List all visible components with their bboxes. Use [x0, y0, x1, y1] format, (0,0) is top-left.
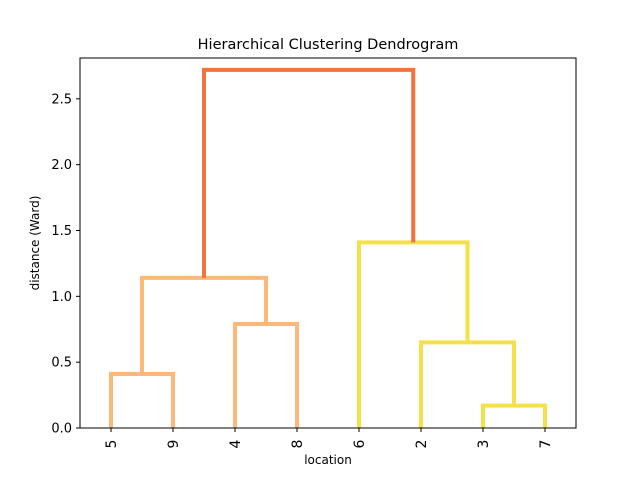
leaf-label-9: 9 — [166, 440, 182, 449]
merge-link-F — [357, 240, 470, 428]
y-tick-label: 2.5 — [51, 92, 72, 107]
leaf-label-7: 7 — [538, 440, 554, 449]
leaf-label-2: 2 — [414, 440, 430, 449]
y-tick-label: 0.0 — [51, 422, 72, 437]
merge-link-B — [233, 321, 299, 428]
merge-link-E — [419, 340, 516, 428]
leaf-label-6: 6 — [352, 439, 368, 448]
leaf-label-3: 3 — [476, 440, 492, 449]
merge-link-D — [481, 403, 547, 428]
chart-title: Hierarchical Clustering Dendrogram — [198, 37, 459, 53]
y-tick-label: 1.0 — [51, 290, 72, 305]
leaf-label-5: 5 — [104, 440, 120, 449]
y-tick-label: 0.5 — [51, 356, 72, 371]
y-axis-label: distance (Ward) — [28, 196, 42, 291]
leaf-label-4: 4 — [228, 439, 244, 448]
y-axis: 0.0 0.5 1.0 1.5 2.0 2.5 — [51, 92, 80, 437]
leaf-label-8: 8 — [290, 440, 306, 449]
x-axis-label: location — [304, 453, 352, 467]
plot-area-frame — [79, 57, 577, 429]
x-axis: 5 9 4 8 6 2 3 7 — [104, 428, 554, 448]
y-tick-label: 1.5 — [51, 224, 72, 239]
y-tick-label: 2.0 — [51, 158, 72, 173]
merge-link-A — [109, 372, 175, 428]
dendrogram-links — [109, 67, 547, 428]
merge-link-G — [202, 67, 416, 278]
